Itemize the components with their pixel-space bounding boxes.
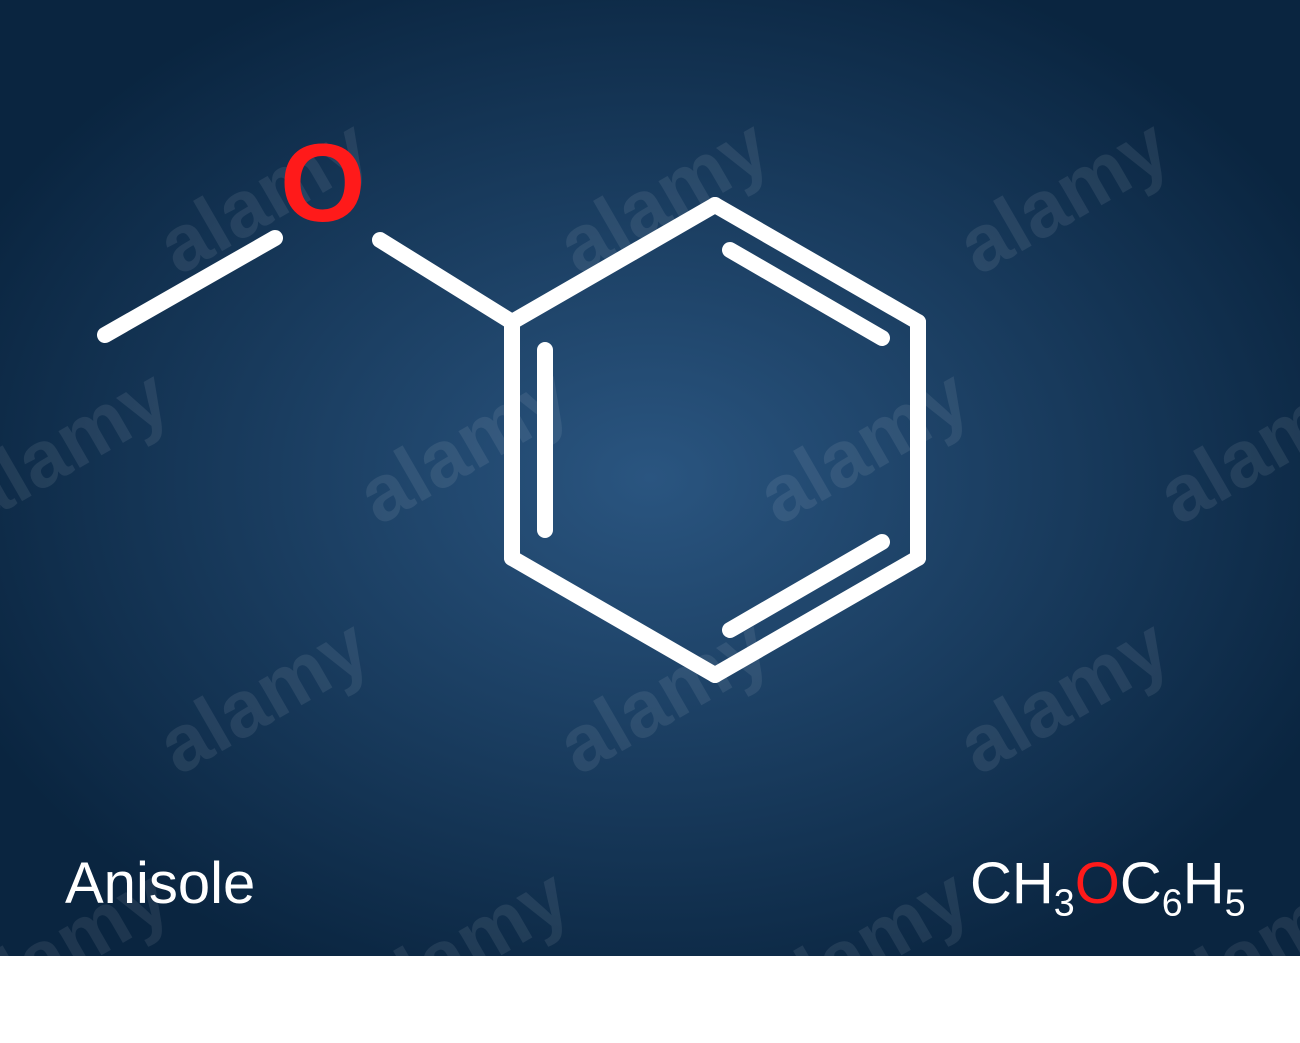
molecule-structure [0, 0, 1300, 956]
molecular-formula: CH3OC6H5 [970, 850, 1246, 925]
formula-part: C [1120, 851, 1162, 916]
formula-part: H [1183, 851, 1225, 916]
formula-part: CH [970, 851, 1054, 916]
formula-part: 6 [1162, 882, 1183, 924]
formula-part: 3 [1054, 882, 1075, 924]
formula-part: 5 [1225, 882, 1246, 924]
formula-part: O [1075, 851, 1120, 916]
oxygen-atom-label: O [280, 120, 366, 247]
compound-name-label: Anisole [65, 850, 255, 917]
